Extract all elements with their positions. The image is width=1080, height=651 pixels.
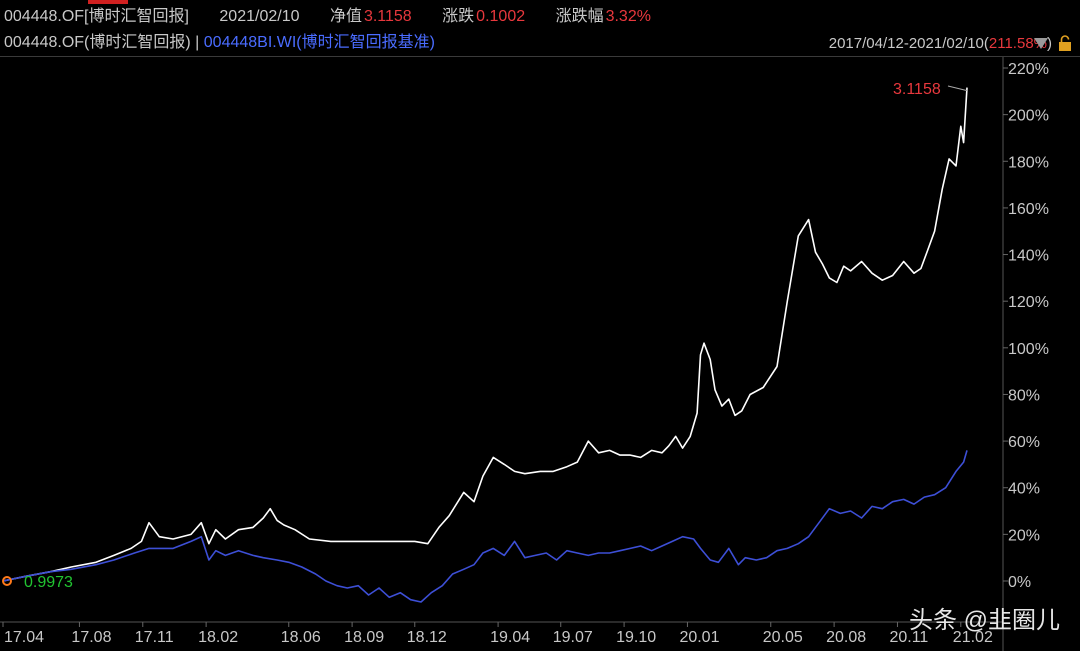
- y-tick-label: 40%: [1008, 481, 1040, 498]
- change-label: 涨跌: [442, 8, 475, 25]
- x-tick-label: 18.02: [198, 629, 238, 646]
- quote-date: 2021/02/10: [219, 8, 300, 25]
- quote-header: 004448.OF[博时汇智回报] 2021/02/10 净值 3.1158 涨跌…: [4, 6, 657, 28]
- end-leader-line: [947, 85, 968, 92]
- y-tick-label: 0%: [1008, 574, 1031, 591]
- x-tick-label: 20.01: [679, 629, 719, 646]
- y-tick-label: 220%: [1008, 61, 1049, 78]
- y-tick-label: 180%: [1008, 154, 1049, 171]
- end-value-label: 3.1158: [893, 81, 941, 98]
- range-return: 211.58%: [988, 35, 1047, 52]
- x-tick-label: 18.09: [344, 629, 384, 646]
- x-tick-label: 17.04: [4, 629, 44, 646]
- y-tick-label: 200%: [1008, 108, 1049, 125]
- x-tick-label: 19.10: [616, 629, 656, 646]
- date-range[interactable]: 2017/04/12-2021/02/10(211.58%): [829, 34, 1052, 54]
- fund-code[interactable]: 004448.OF[博时汇智回报]: [4, 8, 189, 25]
- x-tick-label: 19.04: [490, 629, 530, 646]
- legend-fund[interactable]: 004448.OF(博时汇智回报): [4, 34, 191, 51]
- start-marker: [2, 576, 12, 586]
- pct-change-value: 3.32%: [605, 8, 651, 25]
- lock-icon[interactable]: [1058, 35, 1072, 51]
- legend-separator: |: [190, 34, 204, 51]
- legend-row: 004448.OF(博时汇智回报) | 004448BI.WI(博时汇智回报基准…: [4, 32, 435, 54]
- dropdown-arrow-icon[interactable]: [1034, 38, 1048, 49]
- y-tick-label: 20%: [1008, 527, 1040, 544]
- y-tick-label: 60%: [1008, 434, 1040, 451]
- y-tick-label: 160%: [1008, 201, 1049, 218]
- change-value: 0.1002: [476, 8, 526, 25]
- nav-value: 3.1158: [363, 8, 412, 25]
- benchmark-line: [2, 450, 968, 603]
- date-range-text: 2017/04/12-2021/02/10(: [828, 35, 989, 52]
- x-tick-label: 17.11: [135, 629, 174, 646]
- header-divider: [0, 56, 1080, 57]
- x-tick-label: 20.08: [826, 629, 866, 646]
- x-tick-label: 19.07: [553, 629, 593, 646]
- pct-change-label: 涨跌幅: [555, 8, 604, 25]
- x-tick-label: 20.11: [889, 629, 928, 646]
- top-accent-bar: [88, 0, 128, 4]
- y-tick-label: 80%: [1008, 387, 1040, 404]
- watermark: 头条 @韭圈儿: [908, 607, 1060, 634]
- fund-line: [2, 87, 968, 582]
- legend-benchmark[interactable]: 004448BI.WI(博时汇智回报基准): [203, 34, 435, 51]
- x-tick-label: 18.06: [281, 629, 321, 646]
- x-tick-label: 17.08: [71, 629, 111, 646]
- y-tick-label: 100%: [1008, 341, 1049, 358]
- x-tick-label: 21.02: [953, 629, 993, 646]
- y-tick-label: 120%: [1008, 294, 1049, 311]
- y-tick-label: 140%: [1008, 248, 1049, 265]
- nav-label: 净值: [329, 8, 362, 25]
- x-tick-label: 20.05: [763, 629, 803, 646]
- start-value-label: 0.9973: [24, 574, 73, 591]
- x-tick-label: 18.12: [407, 629, 447, 646]
- date-range-close: ): [1047, 35, 1052, 52]
